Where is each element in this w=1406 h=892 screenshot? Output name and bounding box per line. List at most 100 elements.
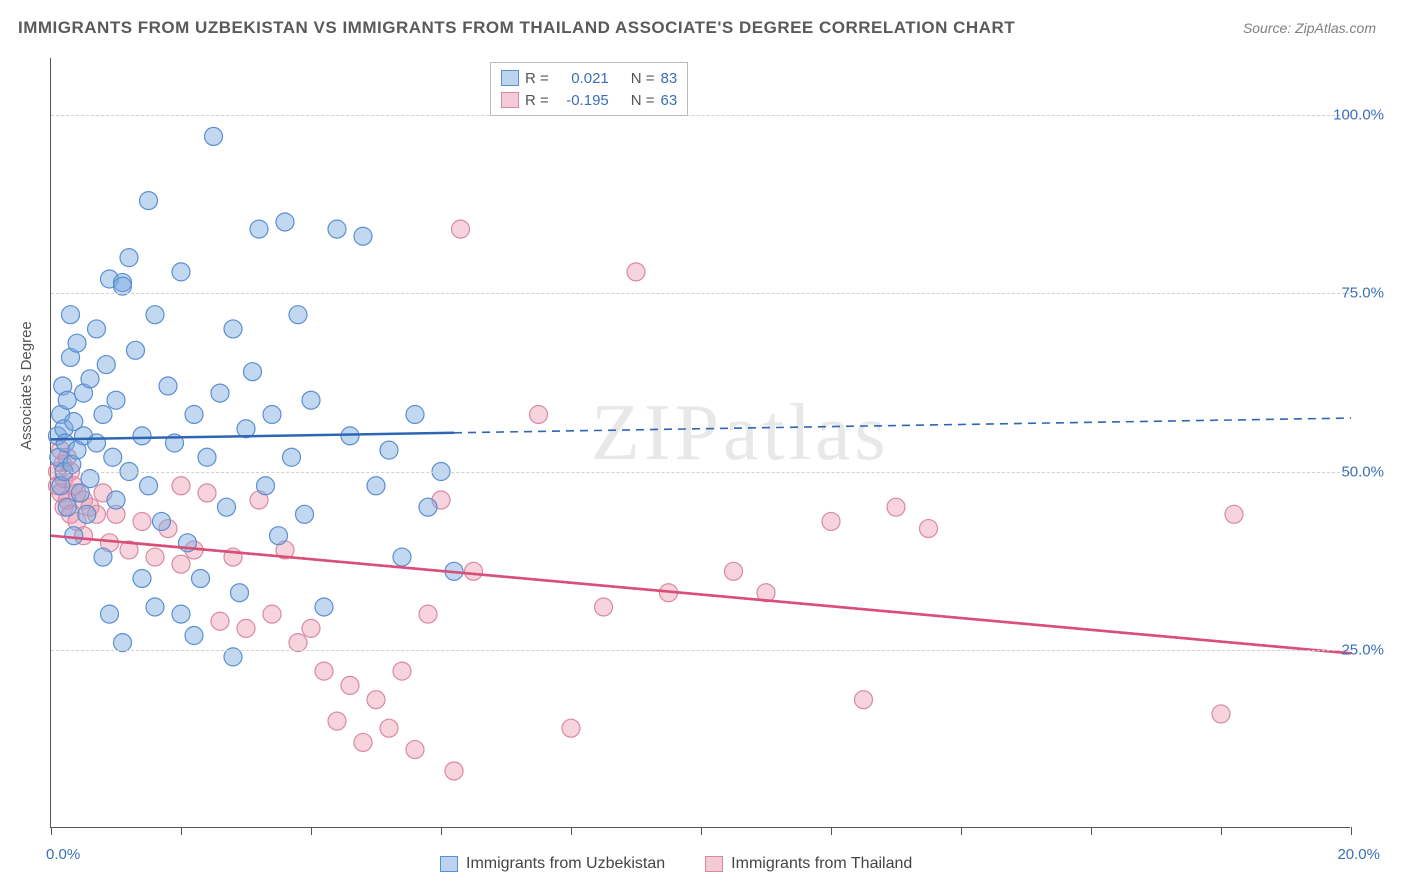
data-point (140, 192, 158, 210)
gridline (51, 650, 1350, 651)
data-point (393, 662, 411, 680)
data-point (205, 127, 223, 145)
data-point (224, 320, 242, 338)
data-point (419, 605, 437, 623)
legend-r-value: -0.195 (555, 92, 609, 109)
data-point (465, 562, 483, 580)
data-point (393, 548, 411, 566)
data-point (94, 548, 112, 566)
data-point (1225, 505, 1243, 523)
data-point (237, 619, 255, 637)
data-point (107, 391, 125, 409)
gridline (51, 472, 1350, 473)
data-point (146, 306, 164, 324)
data-point (211, 384, 229, 402)
gridline (51, 115, 1350, 116)
data-point (328, 220, 346, 238)
data-point (172, 477, 190, 495)
data-point (81, 370, 99, 388)
y-tick-label: 75.0% (1341, 285, 1384, 302)
data-point (562, 719, 580, 737)
data-point (198, 484, 216, 502)
data-point (120, 249, 138, 267)
data-point (302, 619, 320, 637)
data-point (406, 741, 424, 759)
data-point (263, 605, 281, 623)
gridline (51, 293, 1350, 294)
legend-item: Immigrants from Thailand (705, 855, 912, 873)
data-point (218, 498, 236, 516)
data-point (185, 627, 203, 645)
data-point (133, 569, 151, 587)
legend-n-label: N = (631, 70, 655, 87)
data-point (725, 562, 743, 580)
data-point (341, 676, 359, 694)
x-tick (311, 827, 312, 835)
data-point (153, 512, 171, 530)
chart-title: IMMIGRANTS FROM UZBEKISTAN VS IMMIGRANTS… (18, 18, 1015, 38)
legend-n-label: N = (631, 92, 655, 109)
data-point (244, 363, 262, 381)
legend-r-value: 0.021 (555, 70, 609, 87)
data-point (211, 612, 229, 630)
data-point (367, 691, 385, 709)
correlation-legend: R =0.021N =83R =-0.195N =63 (490, 62, 688, 116)
data-point (887, 498, 905, 516)
legend-swatch (501, 92, 519, 108)
data-point (58, 391, 76, 409)
y-axis-label: Associate's Degree (18, 321, 35, 450)
data-point (198, 448, 216, 466)
data-point (140, 477, 158, 495)
y-tick-label: 50.0% (1341, 463, 1384, 480)
legend-swatch (705, 856, 723, 872)
data-point (296, 505, 314, 523)
data-point (192, 569, 210, 587)
data-point (127, 341, 145, 359)
data-point (88, 320, 106, 338)
data-point (250, 220, 268, 238)
data-point (283, 448, 301, 466)
data-point (94, 405, 112, 423)
data-point (380, 719, 398, 737)
data-point (146, 548, 164, 566)
data-point (146, 598, 164, 616)
data-point (107, 491, 125, 509)
data-point (78, 505, 96, 523)
x-tick (701, 827, 702, 835)
legend-series-label: Immigrants from Thailand (731, 855, 912, 873)
chart-svg (51, 58, 1350, 827)
data-point (822, 512, 840, 530)
data-point (354, 733, 372, 751)
scatter-plot-area: ZIPatlas (50, 58, 1350, 828)
data-point (101, 605, 119, 623)
x-tick-label-right: 20.0% (1337, 846, 1380, 863)
data-point (855, 691, 873, 709)
data-point (328, 712, 346, 730)
legend-item: Immigrants from Uzbekistan (440, 855, 665, 873)
x-tick (51, 827, 52, 835)
legend-r-label: R = (525, 92, 549, 109)
legend-row: R =0.021N =83 (501, 67, 677, 89)
data-point (104, 448, 122, 466)
data-point (315, 598, 333, 616)
data-point (68, 334, 86, 352)
data-point (276, 213, 294, 231)
data-point (445, 762, 463, 780)
x-tick (441, 827, 442, 835)
data-point (419, 498, 437, 516)
legend-row: R =-0.195N =63 (501, 89, 677, 111)
data-point (406, 405, 424, 423)
data-point (452, 220, 470, 238)
data-point (88, 434, 106, 452)
legend-series-label: Immigrants from Uzbekistan (466, 855, 665, 873)
y-tick-label: 100.0% (1333, 107, 1384, 124)
data-point (380, 441, 398, 459)
legend-swatch (501, 70, 519, 86)
data-point (341, 427, 359, 445)
data-point (172, 555, 190, 573)
x-tick (181, 827, 182, 835)
data-point (627, 263, 645, 281)
data-point (595, 598, 613, 616)
legend-r-label: R = (525, 70, 549, 87)
x-tick (571, 827, 572, 835)
